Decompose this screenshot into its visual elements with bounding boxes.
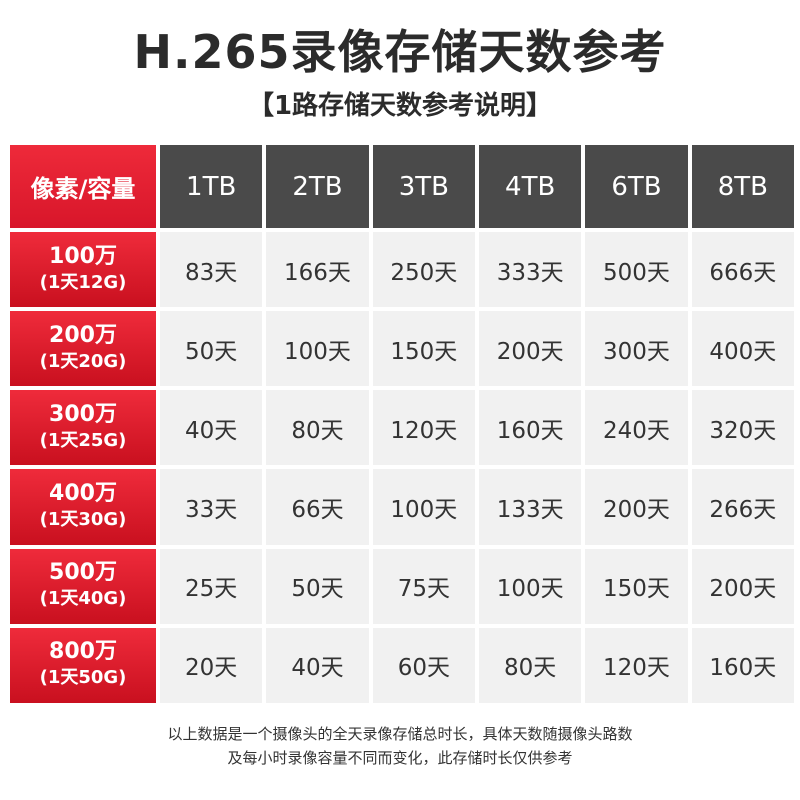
table-cell: 50天 <box>160 311 263 387</box>
table-cell: 50天 <box>266 548 369 624</box>
table-cell: 75天 <box>372 548 475 624</box>
row-header-daily-size: (1天30G) <box>39 509 127 531</box>
row-header-daily-size: (1天12G) <box>39 271 127 293</box>
page-title: H.265录像存储天数参考 <box>133 25 667 79</box>
column-header-6tb: 6TB <box>585 145 688 228</box>
row-header: 400万 (1天30G) <box>10 469 156 545</box>
table-cell: 666天 <box>691 232 794 308</box>
row-header-daily-size: (1天40G) <box>39 588 127 610</box>
table-cell: 80天 <box>266 390 369 466</box>
table-cell: 25天 <box>160 548 263 624</box>
table-cell: 120天 <box>372 390 475 466</box>
row-header-daily-size: (1天25G) <box>39 429 127 451</box>
table-cell: 200天 <box>585 469 688 545</box>
row-header-resolution: 300万 <box>49 401 117 427</box>
row-header-resolution: 800万 <box>49 639 117 665</box>
row-header-daily-size: (1天50G) <box>39 667 127 689</box>
table-cell: 160天 <box>479 390 582 466</box>
table-cell: 33天 <box>160 469 263 545</box>
table-cell: 250天 <box>372 232 475 308</box>
column-header-4tb: 4TB <box>479 145 582 228</box>
row-header-daily-size: (1天20G) <box>39 350 127 372</box>
table-cell: 80天 <box>479 627 582 703</box>
table-cell: 200天 <box>691 548 794 624</box>
column-header-1tb: 1TB <box>160 145 263 228</box>
table-cell: 266天 <box>691 469 794 545</box>
table-cell: 100天 <box>479 548 582 624</box>
row-header: 800万 (1天50G) <box>10 627 156 703</box>
table-cell: 200天 <box>479 311 582 387</box>
row-header: 100万 (1天12G) <box>10 232 156 308</box>
table-cell: 133天 <box>479 469 582 545</box>
row-header: 500万 (1天40G) <box>10 548 156 624</box>
table-cell: 160天 <box>691 627 794 703</box>
table-cell: 333天 <box>479 232 582 308</box>
page-subtitle: 【1路存储天数参考说明】 <box>247 91 553 121</box>
table-cell: 100天 <box>372 469 475 545</box>
table-cell: 300天 <box>585 311 688 387</box>
table-cell: 66天 <box>266 469 369 545</box>
table-cell: 83天 <box>160 232 263 308</box>
table-cell: 400天 <box>691 311 794 387</box>
table-cell: 120天 <box>585 627 688 703</box>
table-cell: 40天 <box>266 627 369 703</box>
table-cell: 40天 <box>160 390 263 466</box>
table-cell: 60天 <box>372 627 475 703</box>
footnote-line-1: 以上数据是一个摄像头的全天录像存储总时长，具体天数随摄像头路数 <box>167 725 633 743</box>
row-header-resolution: 400万 <box>49 481 117 507</box>
row-header-resolution: 200万 <box>49 322 117 348</box>
column-header-3tb: 3TB <box>372 145 475 228</box>
table-cell: 20天 <box>160 627 263 703</box>
table-corner-header: 像素/容量 <box>10 145 156 228</box>
table-cell: 500天 <box>585 232 688 308</box>
column-header-8tb: 8TB <box>691 145 794 228</box>
table-cell: 166天 <box>266 232 369 308</box>
table-cell: 150天 <box>585 548 688 624</box>
row-header: 200万 (1天20G) <box>10 311 156 387</box>
row-header: 300万 (1天25G) <box>10 390 156 466</box>
row-header-resolution: 500万 <box>49 560 117 586</box>
table-cell: 100天 <box>266 311 369 387</box>
storage-days-table: 像素/容量 1TB 2TB 3TB 4TB 6TB 8TB 100万 (1天12… <box>10 145 794 703</box>
footnote: 以上数据是一个摄像头的全天录像存储总时长，具体天数随摄像头路数 及每小时录像容量… <box>0 722 800 770</box>
table-cell: 150天 <box>372 311 475 387</box>
table-cell: 240天 <box>585 390 688 466</box>
column-header-2tb: 2TB <box>266 145 369 228</box>
row-header-resolution: 100万 <box>49 243 117 269</box>
footnote-line-2: 及每小时录像容量不同而变化，此存储时长仅供参考 <box>227 749 573 767</box>
table-cell: 320天 <box>691 390 794 466</box>
